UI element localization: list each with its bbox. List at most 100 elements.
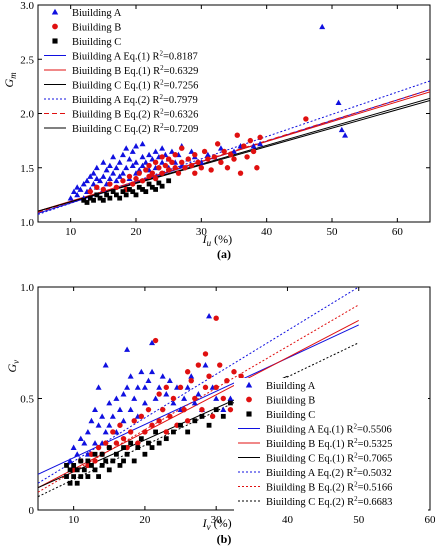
legend-series-name: Biuilding B Eq.(2) R [266, 483, 354, 494]
data-point [95, 384, 102, 390]
data-point [85, 474, 91, 479]
data-point [74, 184, 81, 190]
data-point [220, 413, 226, 419]
data-point [181, 395, 188, 401]
data-point [182, 165, 188, 171]
data-point [90, 181, 97, 187]
data-point [152, 148, 159, 154]
data-point [126, 156, 133, 162]
data-point [74, 451, 81, 457]
legend-r2-sup: 2 [354, 437, 358, 445]
legend-label: Biuilding C [72, 37, 121, 48]
y-axis-label-main: G [5, 364, 19, 373]
data-point [87, 195, 93, 201]
data-point [221, 148, 227, 155]
data-point [220, 395, 227, 402]
data-point [113, 440, 120, 446]
legend-r2-sup: 2 [354, 423, 358, 431]
y-tick-label: 3.0 [20, 0, 34, 12]
data-point [135, 440, 141, 446]
data-point [95, 444, 102, 451]
data-point [220, 406, 227, 413]
data-point [192, 152, 198, 158]
data-point [130, 189, 136, 195]
data-point [175, 170, 182, 176]
legend-marker [52, 23, 58, 30]
data-point [85, 458, 91, 464]
data-point [123, 164, 130, 171]
data-point [129, 162, 136, 168]
data-point [170, 395, 177, 402]
x-tick-label: 10 [65, 226, 77, 238]
data-point [106, 175, 113, 181]
x-tick-label: 50 [353, 514, 365, 526]
data-point [92, 440, 99, 446]
x-axis-label-main: I [202, 516, 208, 530]
data-point [67, 467, 73, 473]
data-point [67, 457, 74, 464]
data-point [141, 384, 148, 390]
x-tick-label: 50 [327, 226, 339, 238]
data-point [146, 151, 153, 158]
y-tick-label: 0.5 [20, 394, 34, 406]
data-point [100, 197, 106, 203]
data-point [113, 395, 120, 401]
data-point [94, 192, 100, 198]
data-point [120, 178, 126, 184]
data-point [128, 440, 134, 446]
data-point [204, 151, 211, 158]
data-point [172, 165, 178, 171]
legend-label: Biuilding C Eq.(2) R2=0.6683 [266, 495, 392, 508]
data-point [78, 458, 84, 464]
legend-r2-value: =0.7979 [163, 95, 198, 106]
y-tick-label: 2.5 [20, 54, 34, 66]
data-point [202, 351, 209, 357]
legend-r2-sup: 2 [354, 495, 358, 503]
legend-r2-value: =0.5166 [358, 483, 393, 494]
data-point [143, 189, 149, 195]
data-point [88, 417, 95, 424]
data-point [250, 143, 257, 149]
data-point [169, 159, 175, 166]
data-point [71, 474, 77, 479]
data-point [163, 391, 170, 397]
data-point [141, 399, 148, 406]
data-point [159, 183, 165, 189]
data-point [156, 418, 162, 424]
data-point [124, 346, 131, 352]
legend-label: Biuilding B [266, 396, 315, 407]
data-point [146, 440, 151, 446]
data-point [96, 474, 101, 479]
data-point [171, 429, 176, 435]
legend-r2-sup: 2 [354, 466, 358, 474]
legend-r2-value: =0.7065 [358, 454, 393, 465]
x-tick-label: 20 [131, 226, 143, 238]
data-point [165, 167, 172, 173]
data-point [93, 175, 100, 181]
data-point [127, 187, 132, 192]
data-point [94, 184, 100, 190]
data-point [166, 178, 172, 184]
data-point [159, 170, 165, 176]
data-point [133, 143, 139, 149]
data-point [163, 384, 169, 391]
data-point [177, 384, 184, 391]
legend-r2-value: =0.5032 [357, 468, 392, 479]
legend-r2-value: =0.5325 [358, 439, 393, 450]
data-point [192, 418, 198, 424]
data-point [206, 312, 213, 319]
data-point [185, 156, 191, 162]
data-point [77, 186, 84, 192]
data-point [106, 162, 113, 168]
data-points [67, 23, 349, 205]
data-point [178, 422, 183, 428]
legend-series-name: Biuilding B Eq.(1) R [72, 66, 160, 77]
data-point [74, 480, 80, 486]
data-point [77, 435, 84, 442]
data-point [110, 170, 117, 176]
data-point [202, 384, 209, 391]
legend-r2-sup: 2 [160, 108, 164, 116]
data-point [201, 148, 208, 155]
data-point [217, 362, 223, 368]
